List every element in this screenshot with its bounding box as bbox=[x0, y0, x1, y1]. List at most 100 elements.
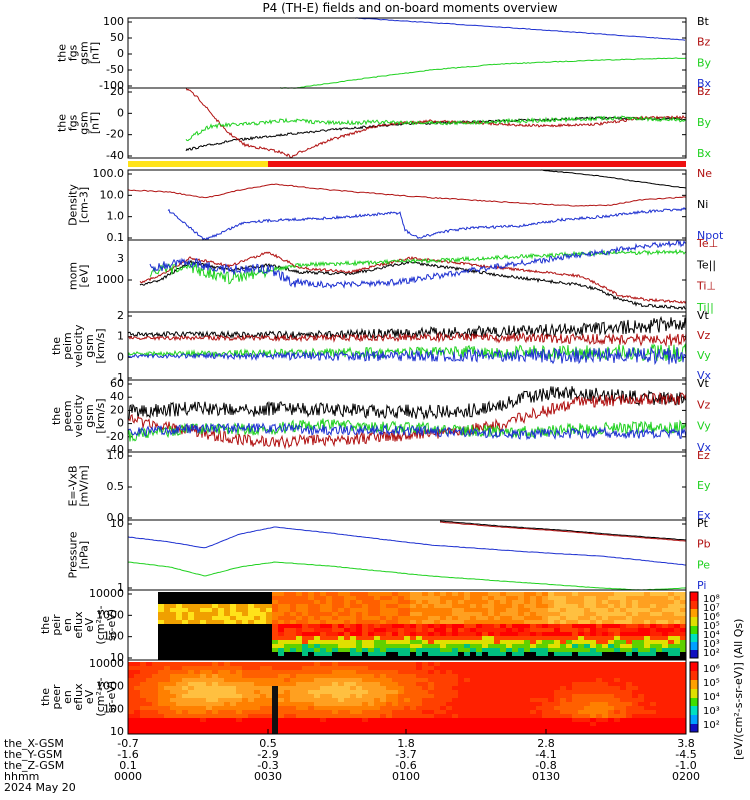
heatmap-cell bbox=[182, 730, 188, 734]
heatmap-cell bbox=[464, 666, 470, 670]
heatmap-cell bbox=[620, 714, 626, 718]
heatmap-cell bbox=[350, 710, 356, 714]
heatmap-cell bbox=[392, 648, 398, 652]
heatmap-cell bbox=[656, 698, 662, 702]
heatmap-cell bbox=[350, 628, 356, 632]
date-label: 2024 May 20 bbox=[4, 781, 76, 794]
heatmap-cell bbox=[236, 608, 242, 612]
colorbar-band bbox=[690, 650, 698, 651]
heatmap-cell bbox=[266, 620, 272, 624]
heatmap-cell bbox=[428, 702, 434, 706]
heatmap-cell bbox=[470, 662, 476, 666]
heatmap-cell bbox=[662, 662, 668, 666]
heatmap-cell bbox=[194, 632, 200, 636]
heatmap-cell bbox=[398, 666, 404, 670]
heatmap-cell bbox=[206, 616, 212, 620]
heatmap-cell bbox=[464, 604, 470, 608]
heatmap-cell bbox=[128, 722, 134, 726]
heatmap-cell bbox=[194, 714, 200, 718]
heatmap-cell bbox=[218, 596, 224, 600]
heatmap-cell bbox=[374, 726, 380, 730]
heatmap-cell bbox=[230, 612, 236, 616]
heatmap-cell bbox=[494, 612, 500, 616]
heatmap-cell bbox=[620, 722, 626, 726]
heatmap-cell bbox=[158, 694, 164, 698]
colorbar-band bbox=[690, 604, 698, 605]
colorbar-band bbox=[690, 689, 698, 690]
heatmap-cell bbox=[278, 636, 284, 640]
heatmap-cell bbox=[176, 632, 182, 636]
heatmap-cell bbox=[554, 600, 560, 604]
heatmap-cell bbox=[440, 644, 446, 648]
heatmap-cell bbox=[446, 596, 452, 600]
heatmap-cell bbox=[134, 710, 140, 714]
ylabel-line: (cm²-s- bbox=[94, 677, 107, 716]
heatmap-cell bbox=[320, 592, 326, 596]
heatmap-cell bbox=[584, 624, 590, 628]
heatmap-cell bbox=[368, 636, 374, 640]
heatmap-cell bbox=[674, 726, 680, 730]
heatmap-cell bbox=[212, 624, 218, 628]
heatmap-cell bbox=[506, 674, 512, 678]
heatmap-cell bbox=[500, 726, 506, 730]
heatmap-cell bbox=[608, 640, 614, 644]
heatmap-cell bbox=[398, 620, 404, 624]
heatmap-cell bbox=[566, 640, 572, 644]
heatmap-cell bbox=[440, 718, 446, 722]
heatmap-cell bbox=[176, 636, 182, 640]
heatmap-cell bbox=[476, 702, 482, 706]
colorbar-band bbox=[690, 678, 698, 679]
heatmap-cell bbox=[452, 656, 458, 660]
heatmap-cell bbox=[452, 612, 458, 616]
heatmap-cell bbox=[302, 596, 308, 600]
heatmap-cell bbox=[668, 612, 674, 616]
heatmap-cell bbox=[248, 600, 254, 604]
heatmap-cell bbox=[332, 690, 338, 694]
heatmap-cell bbox=[494, 644, 500, 648]
colorbar-band bbox=[690, 700, 698, 701]
heatmap-cell bbox=[404, 620, 410, 624]
legend-vy: Vy bbox=[697, 349, 711, 362]
heatmap-cell bbox=[434, 596, 440, 600]
heatmap-cell bbox=[368, 652, 374, 656]
heatmap-cell bbox=[572, 624, 578, 628]
heatmap-cell bbox=[164, 722, 170, 726]
heatmap-cell bbox=[386, 640, 392, 644]
heatmap-cell bbox=[470, 730, 476, 734]
heatmap-cell bbox=[680, 706, 686, 710]
heatmap-cell bbox=[542, 726, 548, 730]
heatmap-cell bbox=[158, 726, 164, 730]
heatmap-cell bbox=[368, 678, 374, 682]
heatmap-cell bbox=[290, 726, 296, 730]
heatmap-cell bbox=[626, 592, 632, 596]
ylabel-line: peir bbox=[50, 614, 63, 636]
heatmap-cell bbox=[212, 694, 218, 698]
heatmap-cell bbox=[152, 694, 158, 698]
heatmap-cell bbox=[614, 726, 620, 730]
heatmap-cell bbox=[128, 726, 134, 730]
heatmap-cell bbox=[428, 662, 434, 666]
heatmap-cell bbox=[632, 666, 638, 670]
heatmap-cell bbox=[512, 652, 518, 656]
heatmap-cell bbox=[470, 686, 476, 690]
heatmap-cell bbox=[278, 702, 284, 706]
heatmap-cell bbox=[170, 718, 176, 722]
heatmap-cell bbox=[470, 678, 476, 682]
heatmap-cell bbox=[500, 640, 506, 644]
xrow-value: 1.8 bbox=[397, 737, 415, 750]
heatmap-cell bbox=[140, 670, 146, 674]
heatmap-cell bbox=[554, 636, 560, 640]
heatmap-cell bbox=[608, 714, 614, 718]
heatmap-cell bbox=[560, 616, 566, 620]
heatmap-cell bbox=[308, 648, 314, 652]
heatmap-cell bbox=[362, 652, 368, 656]
legend-pe: Pe bbox=[697, 558, 710, 571]
heatmap-cell bbox=[482, 694, 488, 698]
heatmap-cell bbox=[548, 662, 554, 666]
heatmap-cell bbox=[362, 624, 368, 628]
heatmap-cell bbox=[158, 596, 164, 600]
heatmap-cell bbox=[452, 726, 458, 730]
heatmap-cell bbox=[242, 612, 248, 616]
heatmap-cell bbox=[344, 714, 350, 718]
heatmap-cell bbox=[128, 706, 134, 710]
